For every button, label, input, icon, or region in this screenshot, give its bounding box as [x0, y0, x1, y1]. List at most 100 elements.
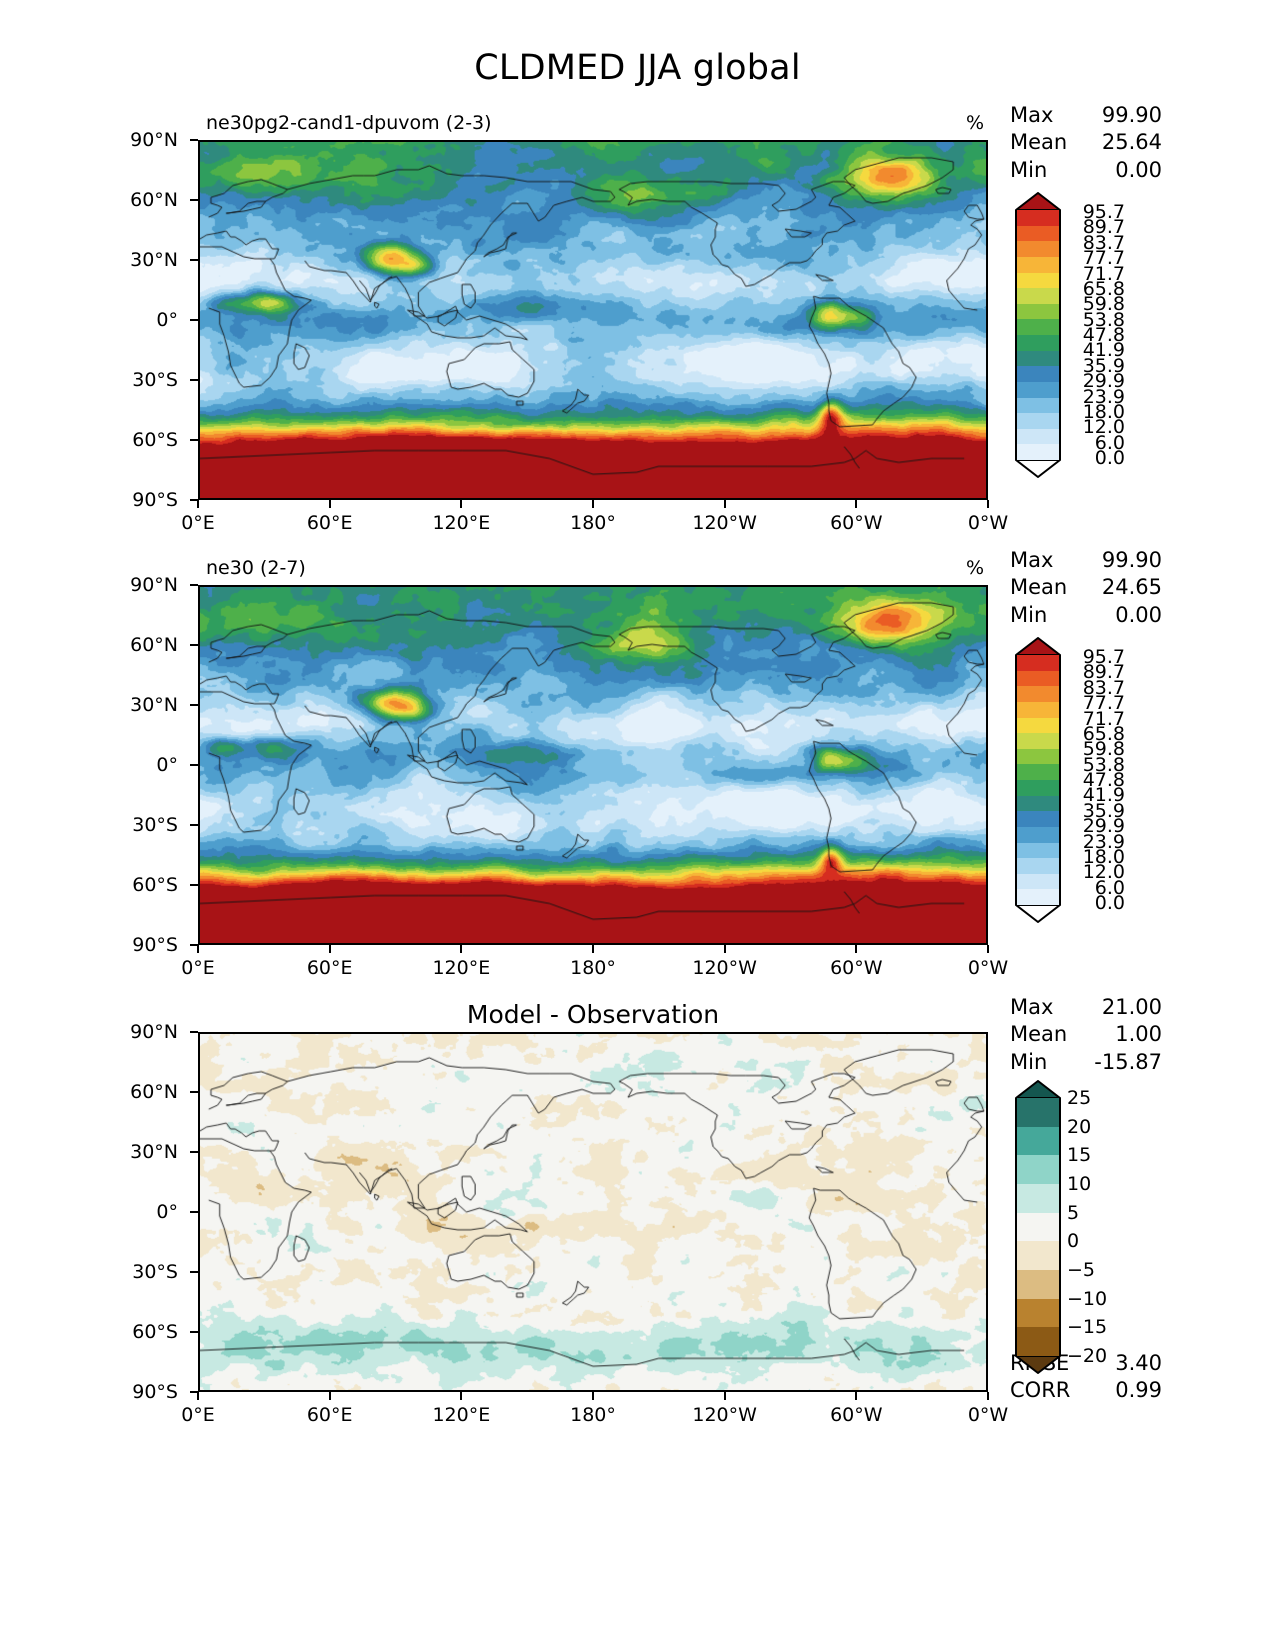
- panel-test: ne30pg2-cand1-dpuvom (2-3) %: [198, 112, 988, 500]
- lon-tick-label: 120°E: [432, 957, 491, 979]
- colorbar-segment: [1017, 381, 1059, 398]
- colorbar-panel-diff: 25 20 15 10 5 0 −5 −10 −15 −20: [1015, 1080, 1107, 1374]
- lon-tick-label: 120°E: [432, 512, 491, 534]
- lat-tick-mark: [190, 1091, 198, 1093]
- stat-key: Max: [1010, 548, 1054, 572]
- lat-tick-label: 60°S: [132, 1321, 178, 1343]
- colorbar-tick-label: 23.9: [1082, 830, 1125, 853]
- lon-tick-mark: [328, 1392, 331, 1400]
- lon-tick-mark: [723, 1392, 726, 1400]
- stat-key: CORR: [1010, 1378, 1071, 1403]
- colorbar-tick-label: 83.7: [1082, 676, 1125, 699]
- colorbar-tick-label: 20: [1067, 1115, 1092, 1138]
- colorbar-segment: [1017, 428, 1059, 445]
- colorbar-tick-label: 25: [1067, 1087, 1092, 1109]
- colorbar-segment: [1017, 1098, 1059, 1127]
- stat-row: Min -15.87: [1010, 1049, 1162, 1076]
- colorbar-segment: [1017, 288, 1059, 304]
- colorbar-tick-label: 41.9: [1082, 339, 1125, 362]
- panel-test-units: %: [965, 112, 984, 134]
- colorbar-segment: [1017, 1183, 1059, 1213]
- colorbar-tick-label: 41.9: [1082, 784, 1125, 807]
- lat-tick-label: 90°S: [132, 489, 178, 511]
- lon-tick-mark: [855, 500, 858, 508]
- colorbar-segment: [1017, 811, 1059, 827]
- colorbar-segment: [1017, 826, 1059, 843]
- colorbar-segment: [1017, 717, 1059, 734]
- colorbar-segment: [1017, 335, 1059, 351]
- lon-tick-mark: [328, 500, 331, 508]
- stat-value: 0.00: [1115, 157, 1162, 182]
- colorbar-segment: [1017, 444, 1059, 460]
- colorbar-tick-label: 53.8: [1082, 308, 1125, 331]
- lon-tick-label: 60°E: [306, 512, 353, 534]
- lon-tick-mark: [987, 1392, 989, 1400]
- colorbar-tick-label: 47.8: [1082, 769, 1125, 791]
- lat-tick-mark: [190, 139, 198, 141]
- stat-row: Min 0.00: [1010, 602, 1162, 629]
- colorbar-top-extend: [1015, 192, 1061, 211]
- map-ref[interactable]: [198, 585, 988, 945]
- colorbar-tick-label: 15: [1067, 1144, 1092, 1167]
- stat-value: 1.00: [1115, 1022, 1162, 1047]
- colorbar-tick-label: 89.7: [1082, 216, 1125, 239]
- colorbar-segment: [1017, 780, 1059, 796]
- lat-tick-label: 30°N: [130, 249, 178, 271]
- colorbar-tick-label: −10: [1067, 1287, 1108, 1310]
- colorbar-tick-label: −15: [1067, 1316, 1108, 1339]
- lat-tick-label: 30°N: [130, 1141, 178, 1163]
- lon-tick-label: 0°W: [967, 512, 1009, 534]
- colorbar-bottom-extend: [1015, 1355, 1061, 1374]
- colorbar-segment: [1017, 241, 1059, 257]
- lat-tick-label: 0°: [156, 1201, 178, 1223]
- lat-tick-mark: [190, 379, 198, 381]
- lat-tick-mark: [190, 199, 198, 201]
- lat-tick-mark: [190, 884, 198, 886]
- colorbar-segment: [1017, 1327, 1059, 1356]
- stat-key: Mean: [1010, 1022, 1068, 1047]
- lat-tick-label: 90°S: [132, 1381, 178, 1403]
- lon-tick-label: 120°W: [692, 1404, 757, 1426]
- map-diff-canvas: [200, 1034, 986, 1390]
- colorbar-tick-label: 29.9: [1082, 370, 1125, 393]
- colorbar-tick-label: 59.8: [1082, 293, 1125, 316]
- stat-key: Min: [1010, 1049, 1048, 1074]
- colorbar-tick-label: −20: [1067, 1345, 1108, 1367]
- colorbar-tick-label: 35.9: [1082, 354, 1125, 377]
- lat-tick-label: 0°: [156, 754, 178, 776]
- stat-value: -15.87: [1094, 1049, 1162, 1074]
- colorbar-bottom-extend: [1015, 459, 1061, 478]
- stat-key: Max: [1010, 103, 1054, 127]
- lon-tick-label: 120°W: [692, 957, 757, 979]
- lon-tick-mark: [855, 1392, 858, 1400]
- colorbar-segment: [1017, 701, 1059, 718]
- map-test-canvas: [200, 142, 986, 498]
- colorbar-tick-label: 23.9: [1082, 385, 1125, 408]
- stat-value: 3.40: [1115, 1351, 1162, 1375]
- lat-tick-label: 30°N: [130, 694, 178, 716]
- stats-block-panel-test: Max 99.90 Mean 25.64 Min 0.00: [1010, 102, 1162, 184]
- lon-tick-label: 180°: [570, 1404, 616, 1426]
- lat-tick-mark: [190, 944, 198, 946]
- map-diff[interactable]: [198, 1032, 988, 1392]
- lat-tick-label: 30°S: [132, 1261, 178, 1283]
- colorbar-segment: [1017, 1269, 1059, 1299]
- colorbar-tick-label: 12.0: [1082, 861, 1125, 884]
- colorbar-segment: [1017, 272, 1059, 289]
- stat-key: Min: [1010, 157, 1048, 182]
- colorbar-tick-label: 18.0: [1082, 400, 1125, 423]
- stat-row: Mean 24.65: [1010, 574, 1162, 601]
- colorbar-tick-label: 89.7: [1082, 661, 1125, 684]
- lon-tick-mark: [460, 1392, 463, 1400]
- colorbar-body: [1015, 1098, 1061, 1356]
- colorbar-segment: [1017, 350, 1059, 367]
- colorbar-tick-label: 71.7: [1082, 707, 1125, 730]
- map-test[interactable]: [198, 140, 988, 500]
- lat-tick-mark: [190, 439, 198, 441]
- stat-row: Mean 1.00: [1010, 1021, 1162, 1048]
- stat-row: CORR 0.99: [1010, 1377, 1162, 1404]
- colorbar-tick-label: 35.9: [1082, 799, 1125, 822]
- colorbar-tick-label: 12.0: [1082, 416, 1125, 439]
- lat-tick-mark: [190, 764, 198, 766]
- colorbar-segment: [1017, 303, 1059, 320]
